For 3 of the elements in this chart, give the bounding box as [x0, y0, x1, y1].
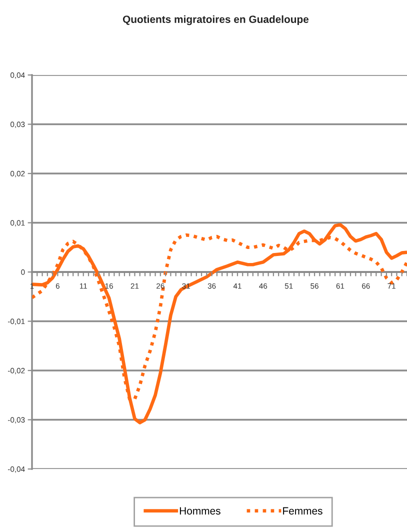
- legend-label: Femmes: [283, 507, 322, 515]
- legend-label: Hommes: [180, 507, 220, 515]
- chart-title: Quotients migratoires en Guadeloupe: [122, 15, 309, 26]
